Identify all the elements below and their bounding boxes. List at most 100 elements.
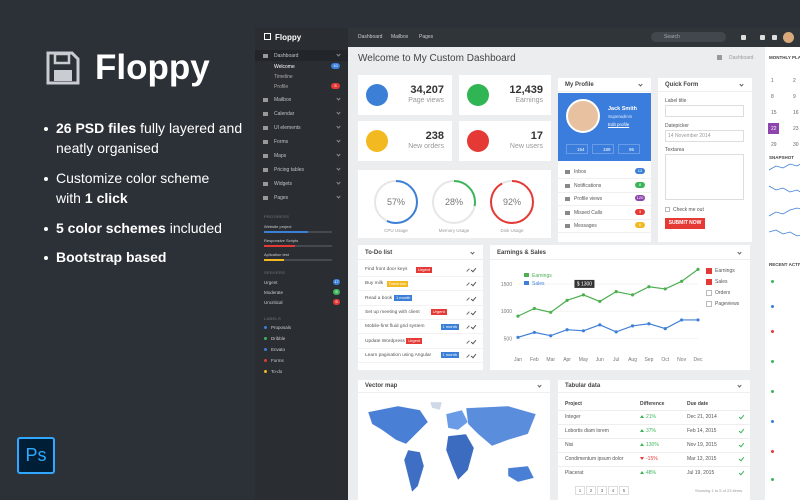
- menu-item[interactable]: Mailbox: [274, 97, 292, 103]
- filter-box[interactable]: [706, 301, 712, 307]
- series-point: [614, 290, 618, 294]
- continent: [445, 409, 469, 431]
- page-button[interactable]: 1: [575, 486, 585, 495]
- table-cell: Mar 13, 2015: [687, 456, 717, 462]
- submenu-item[interactable]: Welcome: [274, 64, 295, 70]
- menu-item[interactable]: UI elements: [274, 125, 301, 131]
- label-name[interactable]: Dribble: [271, 336, 286, 341]
- todo-text: Find front door keys: [365, 267, 408, 272]
- floppy-icon: [46, 51, 80, 85]
- filter-box[interactable]: [706, 268, 712, 274]
- brand: Floppy: [95, 48, 210, 87]
- profile-count: 154: [577, 147, 585, 152]
- page-button[interactable]: 3: [597, 486, 607, 495]
- submenu-badge: 10: [331, 63, 340, 69]
- form-input[interactable]: [665, 130, 744, 142]
- menu-item[interactable]: Calendar: [274, 111, 295, 117]
- label-name[interactable]: Forms: [271, 358, 284, 363]
- table-card: [558, 380, 750, 500]
- ps-icon: Ps: [17, 437, 55, 474]
- gauge-value: 92%: [503, 197, 521, 207]
- todo-text: Mobile-first fluid grid system: [365, 324, 425, 330]
- continent: [507, 465, 535, 483]
- sparklines: [768, 163, 800, 237]
- panel-title: RECENT ACTIVITY: [769, 262, 800, 267]
- menu-icon: [263, 196, 268, 200]
- profile-menu-item[interactable]: Notifications: [574, 182, 602, 189]
- menu-item[interactable]: Maps: [274, 153, 287, 159]
- label-name[interactable]: Envato: [271, 347, 286, 352]
- form-label: Datepicker: [665, 123, 689, 129]
- menu-item[interactable]: Dashboard: [274, 53, 299, 59]
- menu-item[interactable]: Widgets: [274, 181, 293, 187]
- calendar-day: 22: [771, 126, 777, 132]
- todo-tag: Tomorrow: [386, 280, 409, 287]
- series-point: [663, 287, 667, 291]
- profile-menu-icon: [565, 224, 570, 228]
- todo-rule: [358, 318, 483, 320]
- calendar-day: 29: [771, 142, 777, 148]
- todo-text: Buy milk: [365, 281, 384, 287]
- card-title: To-Do list: [365, 250, 393, 256]
- submenu-item[interactable]: Timeline: [274, 74, 293, 80]
- top-icon[interactable]: [741, 35, 746, 40]
- profile-menu-icon: [565, 197, 570, 201]
- top-icon[interactable]: [760, 35, 765, 40]
- label-name[interactable]: To-do: [271, 369, 283, 374]
- filter-label: Sales: [715, 279, 728, 285]
- filter-label: Pageviews: [715, 301, 740, 307]
- activity-dot: [771, 280, 774, 283]
- page-button[interactable]: 2: [586, 486, 596, 495]
- form-checkbox[interactable]: [665, 207, 670, 212]
- profile-menu-icon: [565, 170, 570, 174]
- x-tick-label: Apr: [563, 357, 571, 363]
- filter-box[interactable]: [706, 290, 712, 296]
- top-nav[interactable]: Pages: [419, 34, 434, 40]
- form-label: Label title: [665, 98, 687, 104]
- profile-menu-item[interactable]: Inbox: [574, 169, 587, 175]
- card-rule: [358, 392, 550, 393]
- menu-item[interactable]: Pricing tables: [274, 167, 305, 173]
- top-icon[interactable]: [772, 35, 777, 40]
- search-box[interactable]: [651, 32, 726, 42]
- calendar-day: 16: [793, 110, 799, 116]
- submenu-item[interactable]: Profile: [274, 84, 289, 90]
- profile-menu-item[interactable]: Missed Calls: [574, 209, 603, 216]
- profile-menu-badge: 6: [635, 222, 645, 228]
- top-nav[interactable]: Dashboard: [358, 34, 383, 40]
- page-button[interactable]: 4: [608, 486, 618, 495]
- series-line: [517, 268, 699, 317]
- menu-icon: [263, 154, 268, 158]
- form-input[interactable]: [665, 105, 744, 117]
- profile-menu-item[interactable]: Messages: [574, 223, 597, 229]
- tooltip-text: $ 1300: [577, 281, 593, 287]
- top-nav[interactable]: Mailbox: [391, 34, 409, 40]
- x-tick-label: Sep: [644, 357, 653, 363]
- page-button[interactable]: 5: [619, 486, 629, 495]
- legend-swatch: [524, 281, 529, 285]
- menu-item[interactable]: Pages: [274, 195, 289, 201]
- stat-label: Page views: [408, 97, 444, 104]
- server-badge: 17: [333, 279, 340, 285]
- series-point: [630, 324, 635, 328]
- filter-box[interactable]: [706, 279, 712, 285]
- feature-text: 26 PSD files fully layered and neatly org…: [56, 118, 246, 158]
- menu-item[interactable]: Forms: [274, 139, 289, 145]
- profile-menu-item[interactable]: Profile views: [574, 196, 603, 202]
- form-textarea[interactable]: [665, 154, 744, 200]
- todo-text: Learn pagination using Angular: [365, 352, 432, 358]
- todo-tag: Urgent: [406, 338, 423, 344]
- profile-count-box: [618, 144, 640, 154]
- table-rule: [558, 466, 750, 467]
- continent: [429, 401, 443, 411]
- label-dot: [264, 348, 267, 351]
- series-point: [647, 322, 651, 326]
- breadcrumb: Dashboard: [729, 55, 754, 61]
- label-name[interactable]: Proposals: [271, 325, 292, 330]
- calendar-day: 23: [793, 126, 799, 132]
- x-tick-label: Nov: [677, 357, 686, 363]
- server-badge: 5: [333, 289, 340, 295]
- profile-edit[interactable]: Edit profile: [608, 122, 630, 127]
- form-submit[interactable]: SUBMIT NOW: [665, 218, 705, 229]
- table-cell: Dec 21, 2014: [687, 414, 717, 420]
